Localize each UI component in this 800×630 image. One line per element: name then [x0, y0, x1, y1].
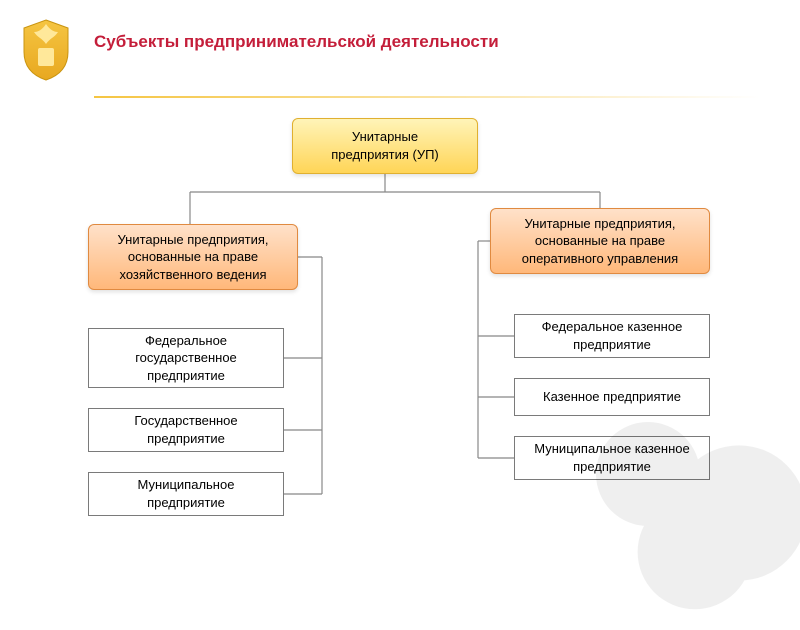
node-l2: Государственноепредприятие: [88, 408, 284, 452]
crest-icon: [18, 18, 74, 82]
node-r1: Федеральное казенноепредприятие: [514, 314, 710, 358]
node-r3-label: Муниципальное казенноепредприятие: [534, 440, 689, 475]
node-l1-label: Федеральноегосударственноепредприятие: [135, 332, 237, 385]
node-l2-label: Государственноепредприятие: [134, 412, 237, 447]
node-l3-label: Муниципальноепредприятие: [138, 476, 235, 511]
node-r1-label: Федеральное казенноепредприятие: [542, 318, 683, 353]
node-l3: Муниципальноепредприятие: [88, 472, 284, 516]
node-r2: Казенное предприятие: [514, 378, 710, 416]
node-l1: Федеральноегосударственноепредприятие: [88, 328, 284, 388]
node-left-label: Унитарные предприятия,основанные на прав…: [118, 231, 269, 284]
node-left: Унитарные предприятия,основанные на прав…: [88, 224, 298, 290]
page-title: Субъекты предпринимательской деятельност…: [94, 32, 499, 52]
node-root-label: Унитарныепредприятия (УП): [331, 128, 439, 163]
org-chart: Унитарныепредприятия (УП) Унитарные пред…: [40, 118, 760, 578]
node-root: Унитарныепредприятия (УП): [292, 118, 478, 174]
node-r2-label: Казенное предприятие: [543, 388, 681, 406]
node-right-label: Унитарные предприятия,основанные на прав…: [522, 215, 678, 268]
node-r3: Муниципальное казенноепредприятие: [514, 436, 710, 480]
header-divider: [94, 96, 760, 98]
node-right: Унитарные предприятия,основанные на прав…: [490, 208, 710, 274]
